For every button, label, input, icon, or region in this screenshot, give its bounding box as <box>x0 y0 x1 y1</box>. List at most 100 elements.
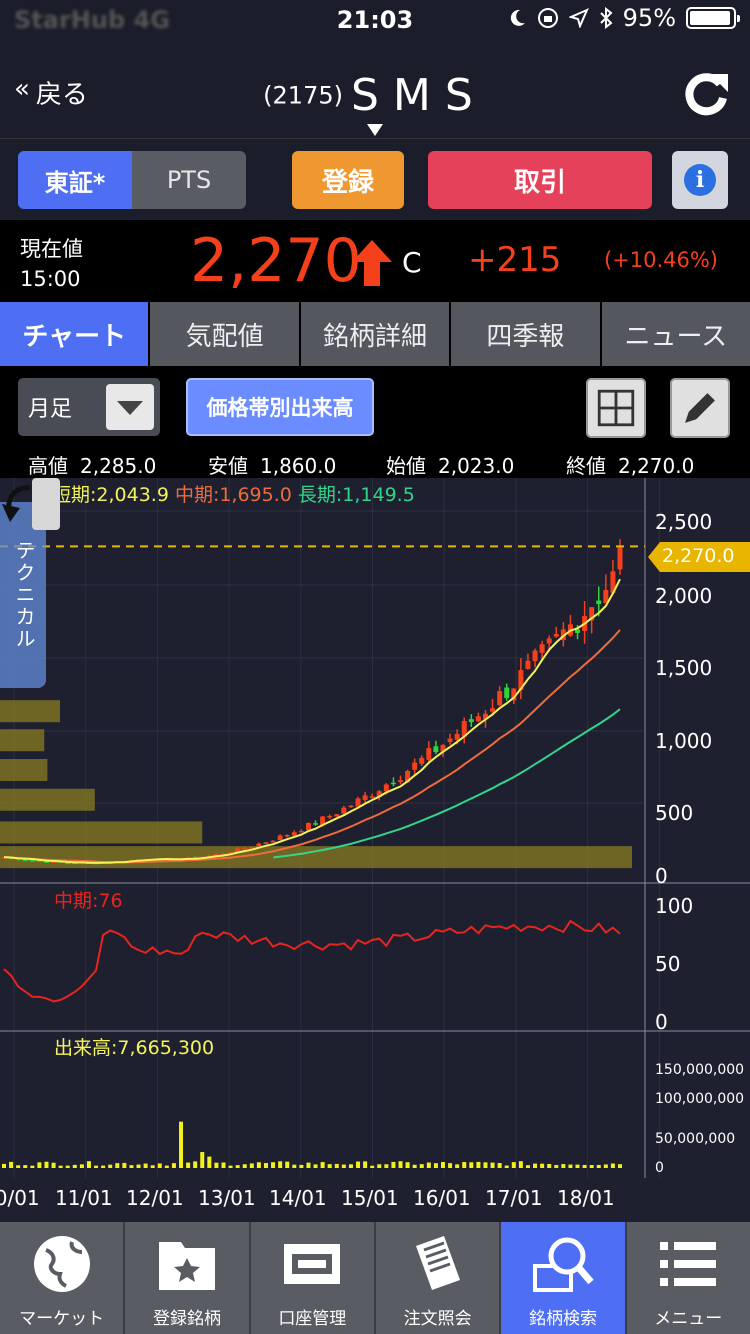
tab-menu[interactable]: メニュー <box>626 1222 750 1334</box>
volume-bar <box>129 1165 134 1168</box>
price-tick-label: 0 <box>655 864 668 888</box>
candle-body <box>504 687 510 699</box>
rsi-legend: 中期:76 <box>54 890 123 912</box>
tab-account[interactable]: 口座管理 <box>250 1222 374 1334</box>
volume-bar <box>65 1165 70 1168</box>
volume-bar <box>561 1164 566 1168</box>
refresh-icon[interactable] <box>680 68 732 120</box>
market-pts-button[interactable]: PTS <box>132 151 246 209</box>
current-price-tag-label: 2,270.0 <box>662 545 735 567</box>
trade-button[interactable]: 取引 <box>428 151 652 209</box>
volume-profile-bar <box>0 846 632 869</box>
chart-canvas[interactable] <box>0 478 750 1222</box>
volume-bar <box>497 1163 502 1168</box>
tab-quarterly[interactable]: 四季報 <box>451 302 600 366</box>
candle-body <box>256 843 262 847</box>
candle-body <box>369 796 375 798</box>
chart-toolbar: 月足 価格帯別出来高 <box>0 366 750 446</box>
candle-body <box>228 852 234 854</box>
ma-short-label: 短期:2,043.9 <box>52 484 169 506</box>
info-button[interactable]: i <box>672 151 728 209</box>
candle-body <box>383 784 389 792</box>
candle-body <box>560 629 566 641</box>
volume-bar <box>525 1165 530 1168</box>
candle-body <box>284 834 290 837</box>
tab-chart[interactable]: チャート <box>0 302 149 366</box>
register-button[interactable]: 登録 <box>292 151 404 209</box>
tab-search-label: 銘柄検索 <box>528 1309 597 1329</box>
volume-bar <box>72 1164 77 1168</box>
candle-body <box>298 830 304 833</box>
candle-body <box>235 848 241 853</box>
x-tick-label: 17/01 <box>485 1186 543 1210</box>
volume-profile-button[interactable]: 価格帯別出来高 <box>186 378 374 436</box>
x-tick-label: 10/01 <box>0 1186 40 1210</box>
candle-body <box>433 746 439 753</box>
candle-body <box>334 814 340 817</box>
tab-market[interactable]: マーケット <box>0 1222 124 1334</box>
candle-body <box>454 733 460 740</box>
candle-body <box>313 823 319 825</box>
volume-bar <box>157 1163 162 1168</box>
action-bar: 東証* PTS 登録 取引 i <box>0 138 750 220</box>
volume-bar <box>23 1165 28 1168</box>
x-tick-label: 18/01 <box>557 1186 615 1210</box>
candle-body <box>603 590 609 604</box>
candle-body <box>511 688 517 701</box>
volume-bar <box>200 1152 205 1168</box>
pencil-icon[interactable] <box>670 378 730 438</box>
tab-news[interactable]: ニュース <box>601 302 750 366</box>
candle-body <box>22 859 28 862</box>
volume-bar <box>320 1162 325 1168</box>
tab-search[interactable]: 銘柄検索 <box>501 1222 625 1334</box>
volume-bar <box>256 1162 261 1168</box>
volume-bar <box>603 1164 608 1168</box>
tab-details[interactable]: 銘柄詳細 <box>300 302 450 366</box>
ohlc-row: 高値 2,285.0 安値 1,860.0 始値 2,023.0 終値 2,270.0 <box>0 446 750 478</box>
price-tick-label: 1,500 <box>655 656 713 680</box>
candle-body <box>348 805 354 808</box>
stock-title[interactable]: (2175) SMS <box>0 70 750 121</box>
tab-orders[interactable]: 注文照会 <box>375 1222 500 1334</box>
volume-bar <box>327 1164 332 1168</box>
caret-down-icon[interactable] <box>367 124 383 136</box>
volume-bar <box>179 1121 184 1168</box>
volume-profile-bar <box>0 788 95 811</box>
volume-bar <box>51 1162 56 1168</box>
candle-body <box>291 832 297 836</box>
volume-bar <box>86 1161 91 1168</box>
tab-quotes[interactable]: 気配値 <box>150 302 299 366</box>
volume-bar <box>433 1163 438 1168</box>
candle-body <box>610 571 616 593</box>
grid-icon[interactable] <box>586 378 646 438</box>
undo-icon[interactable] <box>0 478 60 530</box>
technical-tab[interactable]: テクニカル <box>0 502 46 688</box>
back-button[interactable]: « 戻る <box>14 74 88 111</box>
volume-bar <box>341 1164 346 1168</box>
candle-body <box>539 644 545 653</box>
close-flag: C <box>402 246 422 279</box>
volume-bar <box>122 1162 127 1168</box>
bluetooth-icon <box>599 7 613 29</box>
volume-bar <box>518 1161 523 1168</box>
volume-profile-bar <box>0 821 203 844</box>
volume-bar <box>136 1164 141 1168</box>
candle-body <box>475 716 481 722</box>
market-tse-button[interactable]: 東証* <box>18 151 132 209</box>
period-select[interactable]: 月足 <box>18 378 160 436</box>
close-value: 2,270.0 <box>618 454 695 478</box>
high-value: 2,285.0 <box>80 454 157 478</box>
volume-legend: 出来高:7,665,300 <box>54 1037 215 1059</box>
open-value: 2,023.0 <box>438 454 515 478</box>
stock-code: (2175) <box>263 81 343 110</box>
x-tick-label: 13/01 <box>198 1186 256 1210</box>
tab-watchlist[interactable]: 登録銘柄 <box>125 1222 249 1334</box>
volume-tick-label: 50,000,000 <box>655 1131 736 1147</box>
candle-body <box>518 670 524 690</box>
volume-bar <box>249 1163 254 1168</box>
volume-bar <box>370 1165 375 1168</box>
price-chart[interactable]: 短期:2,043.9 中期:1,695.0 長期:1,149.5 中期:76 出来高… <box>0 478 750 1222</box>
volume-bar <box>610 1163 615 1168</box>
volume-bar <box>440 1162 445 1168</box>
candle-body <box>596 600 602 605</box>
